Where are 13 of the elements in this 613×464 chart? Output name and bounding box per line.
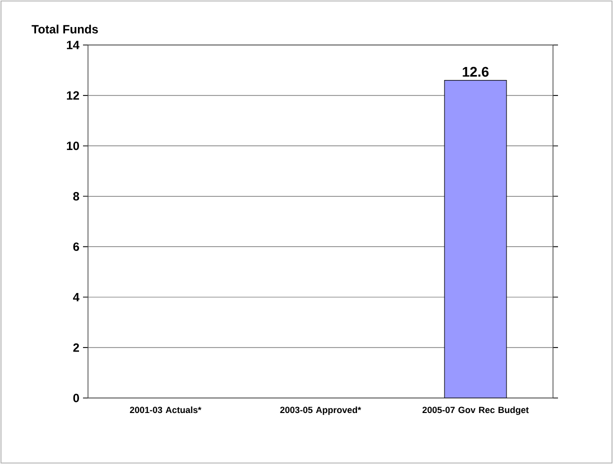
y-tick-label: 2 (73, 343, 80, 352)
y-axis-title: Total Funds (32, 24, 98, 34)
y-tick-label: 4 (73, 293, 80, 302)
data-label: 12.6 (462, 66, 489, 77)
y-tick-label: 10 (66, 142, 79, 150)
y-tick-label: 0 (73, 394, 79, 402)
x-tick-label: 2003-05 Approved* (280, 406, 362, 415)
y-tick-label: 6 (73, 242, 80, 251)
y-tick-label: 12 (66, 91, 80, 100)
y-tick-label: 14 (66, 40, 80, 50)
x-tick-label: 2001-03 Actuals* (130, 406, 202, 414)
x-tick-label: 2005-07 Gov Rec Budget (422, 406, 529, 415)
y-tick-label: 8 (73, 192, 80, 200)
